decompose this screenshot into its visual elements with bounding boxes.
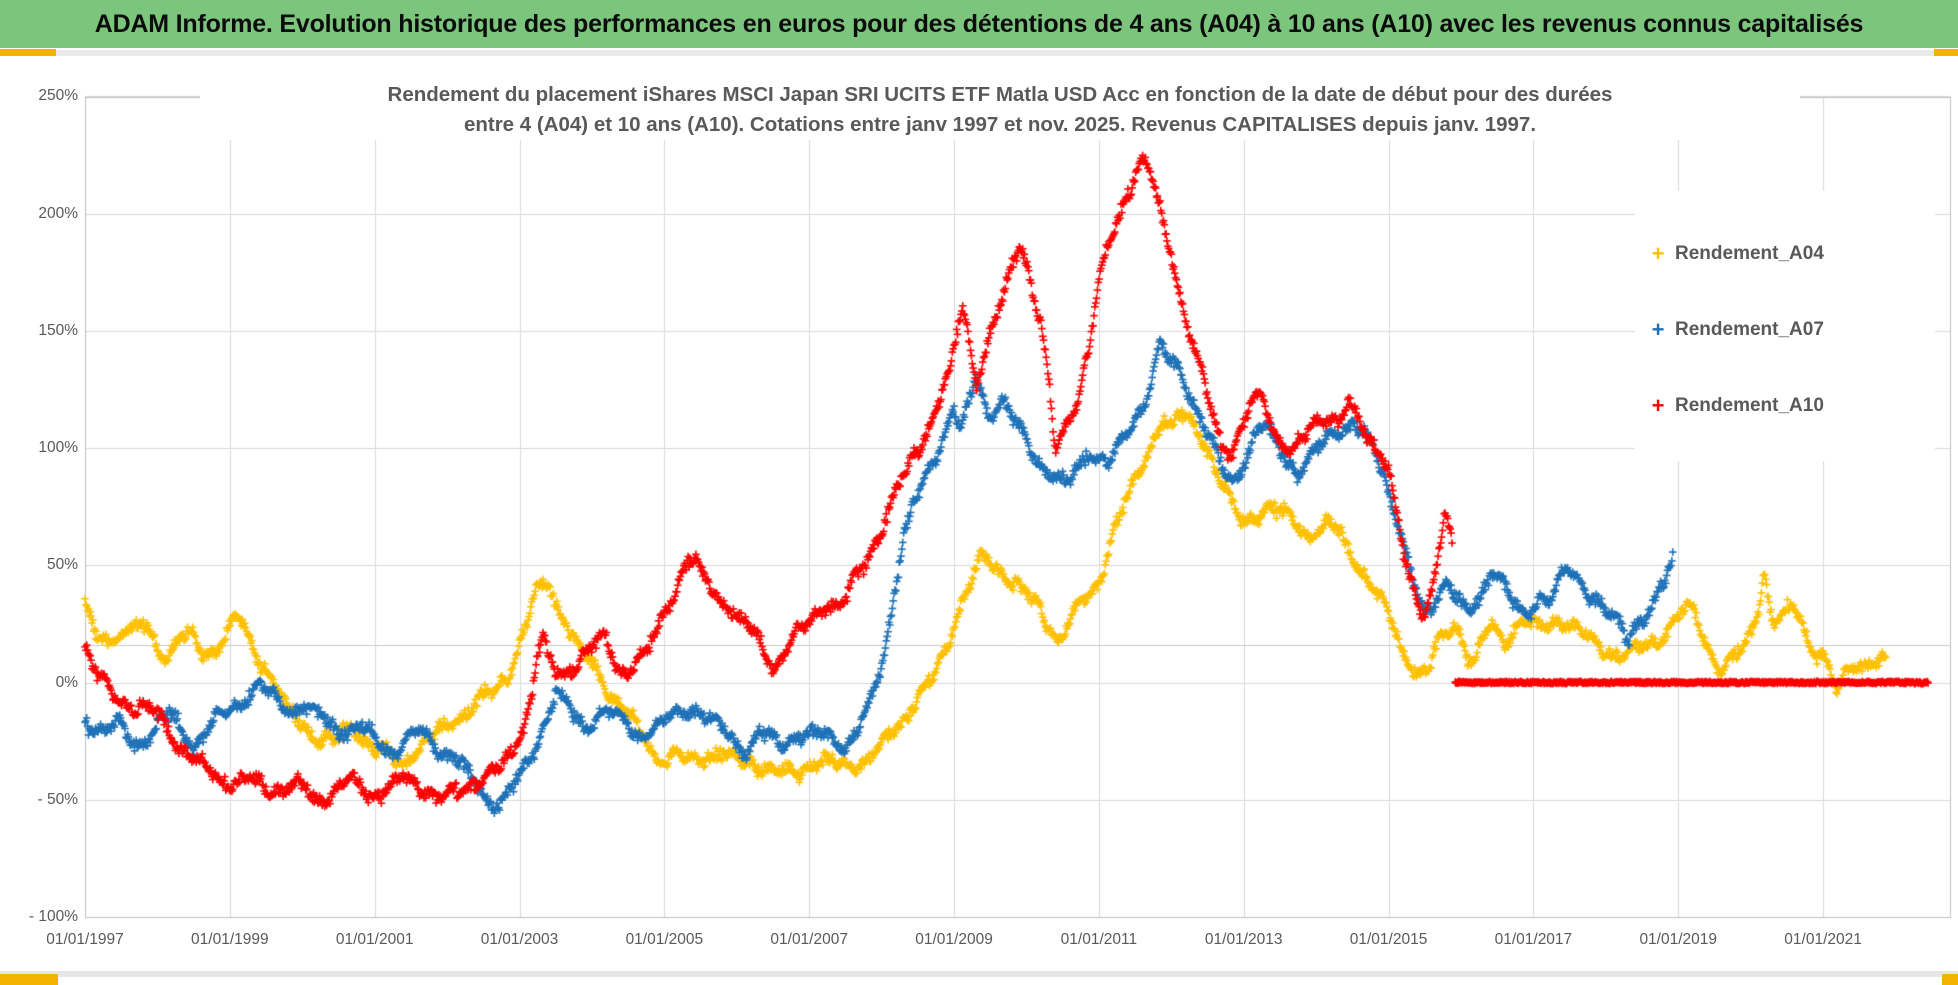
x-axis-tick-label: 01/01/1997 [46,931,124,948]
chart-title-line2: entre 4 (A04) et 10 ans (A10). Cotations… [463,113,1537,136]
legend-plus-marker-icon: + [1651,241,1665,266]
legend-item-label: Rendement_A04 [1675,243,1824,264]
legend-plus-marker-icon: + [1651,317,1665,342]
y-axis-tick-label: 150% [38,321,78,339]
x-axis-tick-label: 01/01/1999 [191,931,269,948]
chart-title-line1: Rendement du placement iShares MSCI Japa… [387,83,1613,106]
x-axis-tick-label: 01/01/2015 [1349,931,1428,948]
chart-title: Rendement du placement iShares MSCI Japa… [200,80,1800,140]
x-axis-tick-label: 01/01/2021 [1784,931,1862,948]
x-axis-tick-label: 01/01/2005 [625,931,704,948]
y-axis-tick-label: - 100% [28,907,78,925]
legend-item-rendement_a10[interactable]: + Rendement_A10 [1645,395,1824,417]
legend-item-label: Rendement_A10 [1675,395,1824,416]
gold-corner-top-right [1934,49,1958,56]
y-axis-tick-label: 100% [38,439,78,457]
y-axis-tick-label: - 50% [37,790,79,808]
x-axis-tick-label: 01/01/2003 [480,931,559,948]
header-banner: ADAM Informe. Evolution historique des p… [0,0,1958,49]
x-axis-tick-label: 01/01/2009 [915,931,993,948]
x-axis-tick-label: 01/01/2019 [1639,931,1718,948]
legend-item-label: Rendement_A07 [1675,319,1824,340]
x-axis-tick-label: 01/01/2011 [1060,931,1138,948]
y-axis-tick-label: 250% [38,87,78,105]
chart-legend[interactable]: + Rendement_A04 + Rendement_A07 + Rendement_A… [1635,191,1935,461]
top-divider-strip [0,50,1958,56]
legend-plus-marker-icon: + [1651,393,1665,418]
y-axis-tick-label: 200% [38,204,78,222]
performance-chart[interactable]: Rendement du placement iShares MSCI Japa… [0,56,1958,971]
x-axis-tick-label: 01/01/2013 [1204,931,1283,948]
page-title: ADAM Informe. Evolution historique des p… [94,9,1864,38]
legend-item-rendement_a07[interactable]: + Rendement_A07 [1645,319,1824,341]
x-axis-tick-label: 01/01/2017 [1494,931,1573,948]
gold-corner-top-left [0,49,56,56]
legend-item-rendement_a04[interactable]: + Rendement_A04 [1645,243,1824,265]
gold-corner-bottom-right [1942,974,1958,985]
y-axis-tick-label: 50% [46,556,78,574]
x-axis-tick-label: 01/01/2007 [770,931,848,948]
x-axis-tick-label: 01/01/2001 [335,931,414,948]
y-axis-tick-label: 0% [55,673,78,691]
gold-corner-bottom-left [0,974,58,985]
bottom-divider-strip [0,971,1958,977]
scatter-plot-canvas[interactable] [0,56,1958,971]
